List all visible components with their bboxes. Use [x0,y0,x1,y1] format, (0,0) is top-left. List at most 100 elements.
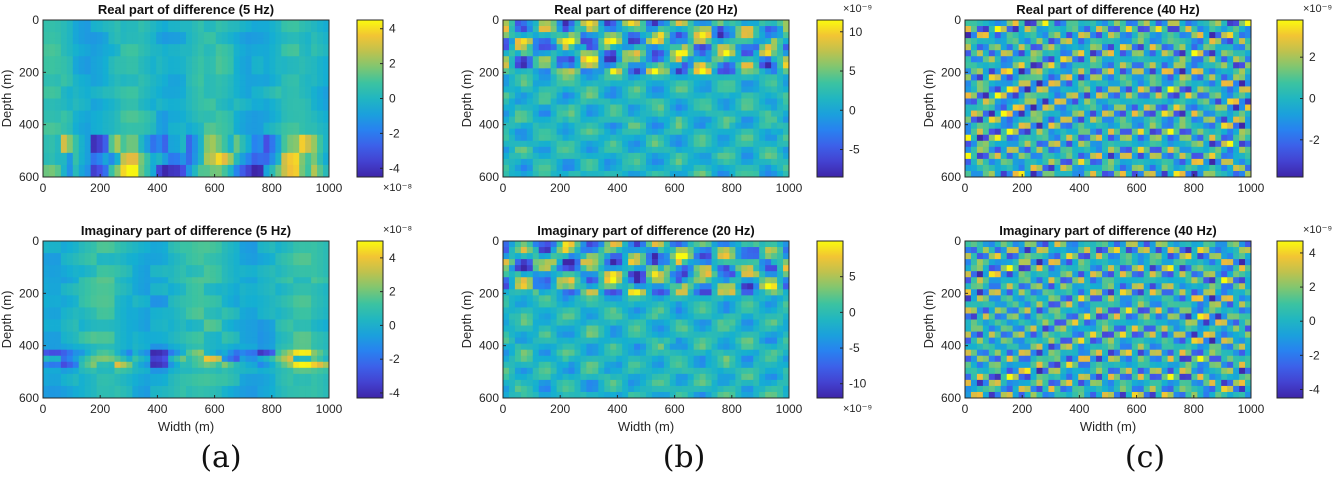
heatmap-cell [138,319,145,326]
heatmap-cell [520,164,528,172]
heatmap-cell [1185,26,1192,33]
heatmap-cell [1060,26,1067,33]
heatmap-cell [675,74,683,81]
heatmap-cell [1221,62,1228,69]
heatmap-cell [108,62,115,69]
heatmap-cell [1042,164,1049,172]
heatmap-cell [1030,98,1037,105]
heatmap-cell [257,92,264,99]
heatmap-cell [239,86,246,93]
heatmap-cell [269,343,276,351]
heatmap-cell [538,140,546,148]
heatmap-cell [186,247,193,254]
heatmap-cell [168,265,175,272]
heatmap-cell [651,104,659,111]
heatmap-cell [245,289,252,296]
heatmap-cell [1066,56,1073,63]
heatmap-cell [1185,56,1192,63]
heatmap-cell [568,122,575,130]
heatmap-cell [108,343,115,351]
heatmap-cell [687,68,695,75]
heatmap-cell [1102,122,1109,130]
heatmap-cell [191,62,199,69]
heatmap-cell [1233,104,1240,111]
heatmap-cell [96,122,103,130]
heatmap-cell [245,32,252,39]
heatmap-cell [622,68,629,75]
heatmap-cell [1125,50,1133,57]
heatmap-cell [1209,56,1216,63]
heatmap-cell [245,92,252,99]
heatmap-cell [84,110,92,118]
heatmap-cell [538,38,546,45]
heatmap-cell [305,92,312,99]
heatmap-cell [263,391,270,399]
heatmap-cell [520,80,528,87]
x-tick-label: 800 [1184,181,1204,195]
heatmap-cell [526,98,534,105]
heatmap-cell [1233,92,1240,99]
heatmap-cell [132,104,139,111]
heatmap-cell [275,313,282,320]
heatmap-cell [84,307,92,314]
heatmap-cell [120,361,127,369]
heatmap-cell [263,361,270,369]
heatmap-cell [1030,104,1037,111]
heatmap-cell [299,247,306,254]
heatmap-cell [126,62,133,69]
heatmap-cell [162,319,169,326]
heatmap-cell [765,74,772,81]
heatmap-cell [1030,152,1037,160]
heatmap-cell [1233,116,1240,124]
heatmap-cell [293,379,300,387]
heatmap-cell [699,128,706,136]
heatmap-cell [783,20,790,27]
heatmap-cell [275,80,282,87]
heatmap-cell [203,289,211,296]
heatmap-cell [233,295,241,302]
heatmap-cell [257,116,264,124]
heatmap-cell [191,265,199,272]
heatmap-cell [1143,134,1151,142]
heatmap-cell [156,385,163,393]
heatmap-cell [628,68,635,75]
heatmap-cell [221,56,229,63]
heatmap-cell [162,337,169,345]
heatmap-cell [1090,104,1097,111]
heatmap-cell [646,20,653,27]
heatmap-cell [102,385,109,393]
heatmap-cell [251,110,258,118]
heatmap-cell [1042,170,1049,178]
heatmap-cell [970,26,978,33]
heatmap-cell [66,271,74,278]
heatmap-cell [628,170,635,178]
heatmap-cell [556,20,563,27]
heatmap-cell [257,98,264,105]
heatmap-cell [514,20,522,27]
heatmap-cell [72,122,80,130]
heatmap-cell [1054,164,1061,172]
heatmap-cell [209,152,217,160]
heatmap-cell [96,253,103,260]
heatmap-cell [203,20,211,27]
heatmap-cell [735,152,742,160]
heatmap-cell [1090,164,1097,172]
heatmap-cell [293,277,300,284]
heatmap-cell [771,20,778,27]
heatmap-cell [771,92,778,99]
heatmap-cell [102,277,109,284]
heatmap-cell [299,62,306,69]
heatmap-cell [156,122,163,130]
chart-panel-4: Imaginary part of difference (5 Hz)0 200 4… [0,223,412,434]
heatmap-cell [669,44,677,51]
heatmap-cell [186,56,193,63]
heatmap-cell [574,98,581,105]
heatmap-cell [54,379,62,387]
heatmap-cell [317,80,324,87]
heatmap-cell [150,313,157,320]
heatmap-cell [186,20,193,27]
heatmap-cell [1006,134,1014,142]
heatmap-cell [114,313,121,320]
heatmap-cell [1131,20,1139,27]
heatmap-cell [1102,44,1109,51]
